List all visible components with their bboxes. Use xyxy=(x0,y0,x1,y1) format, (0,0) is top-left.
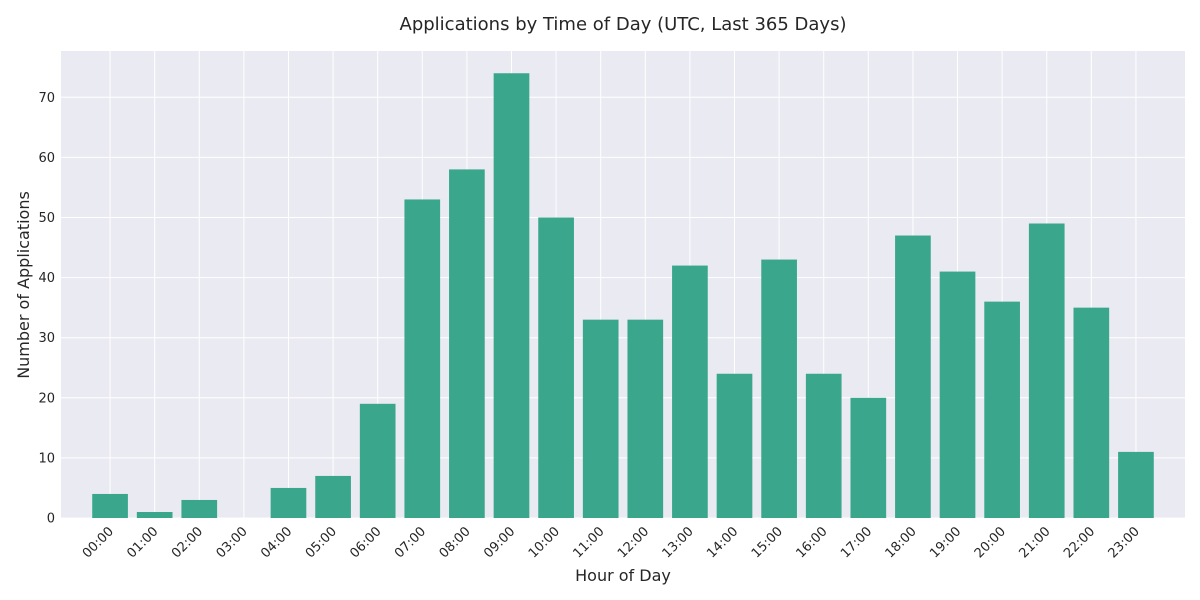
x-tick-label: 09:00 xyxy=(481,524,518,561)
x-tick-label: 16:00 xyxy=(793,524,830,561)
x-tick-label: 01:00 xyxy=(124,524,161,561)
bar-2200 xyxy=(1073,307,1110,518)
bar-1600 xyxy=(805,373,842,518)
x-tick-label: 00:00 xyxy=(80,524,117,561)
y-tick-label: 60 xyxy=(38,151,55,166)
bar-0100 xyxy=(136,511,173,518)
bar-0400 xyxy=(270,487,307,518)
x-tick-label: 03:00 xyxy=(214,524,251,561)
bar-1500 xyxy=(761,259,797,518)
x-tick-label: 20:00 xyxy=(972,524,1009,561)
y-tick-label: 30 xyxy=(38,331,55,346)
bar-0600 xyxy=(359,403,396,518)
x-tick-label: 21:00 xyxy=(1016,524,1053,561)
x-axis-title: Hour of Day xyxy=(575,566,671,585)
y-tick-label: 40 xyxy=(38,271,55,286)
x-tick-label: 14:00 xyxy=(704,524,741,561)
bar-2100 xyxy=(1028,223,1065,519)
bar-0200 xyxy=(181,499,218,518)
bar-0700 xyxy=(404,199,441,518)
x-tick-label: 04:00 xyxy=(258,524,295,561)
bar-1700 xyxy=(850,397,887,518)
x-tick-label: 07:00 xyxy=(392,524,429,561)
x-tick-label: 13:00 xyxy=(660,524,697,561)
x-tick-label: 02:00 xyxy=(169,524,206,561)
x-axis-ticks: 00:00 01:00 02:00 03:00 04:00 05:00 06:00 07:00… xyxy=(80,524,1143,561)
bar-1100 xyxy=(582,319,619,518)
y-tick-label: 50 xyxy=(38,211,55,226)
x-tick-label: 12:00 xyxy=(615,524,652,561)
x-tick-label: 06:00 xyxy=(347,524,384,561)
x-tick-label: 19:00 xyxy=(927,524,964,561)
bar-1900 xyxy=(939,271,976,518)
bar-1300 xyxy=(672,265,708,518)
bar-1400 xyxy=(716,373,753,518)
x-tick-label: 10:00 xyxy=(526,524,563,561)
y-tick-label: 20 xyxy=(38,391,55,406)
bar-1000 xyxy=(538,217,574,518)
x-tick-label: 08:00 xyxy=(437,524,474,561)
x-tick-label: 17:00 xyxy=(838,524,875,561)
bar-1200 xyxy=(627,319,664,518)
chart-title: Applications by Time of Day (UTC, Last 3… xyxy=(400,14,847,35)
x-tick-label: 11:00 xyxy=(570,524,607,561)
bar-0500 xyxy=(315,475,351,518)
x-tick-label: 22:00 xyxy=(1061,524,1098,561)
y-tick-label: 0 xyxy=(47,512,55,527)
x-tick-label: 23:00 xyxy=(1106,524,1143,561)
bar-0800 xyxy=(449,169,485,518)
x-tick-label: 18:00 xyxy=(883,524,920,561)
y-axis-ticks: 0 10 20 30 40 50 60 70 xyxy=(38,91,55,527)
bar-0900 xyxy=(493,73,530,518)
x-tick-label: 15:00 xyxy=(749,524,786,561)
bar-0000 xyxy=(92,493,128,518)
bar-2000 xyxy=(984,301,1020,518)
bars xyxy=(92,73,1154,519)
x-tick-label: 05:00 xyxy=(303,524,340,561)
bar-2300 xyxy=(1118,451,1154,518)
y-axis-title: Number of Applications xyxy=(14,191,33,379)
y-tick-label: 10 xyxy=(38,451,55,466)
y-tick-label: 70 xyxy=(38,91,55,106)
bar-1800 xyxy=(895,235,931,518)
